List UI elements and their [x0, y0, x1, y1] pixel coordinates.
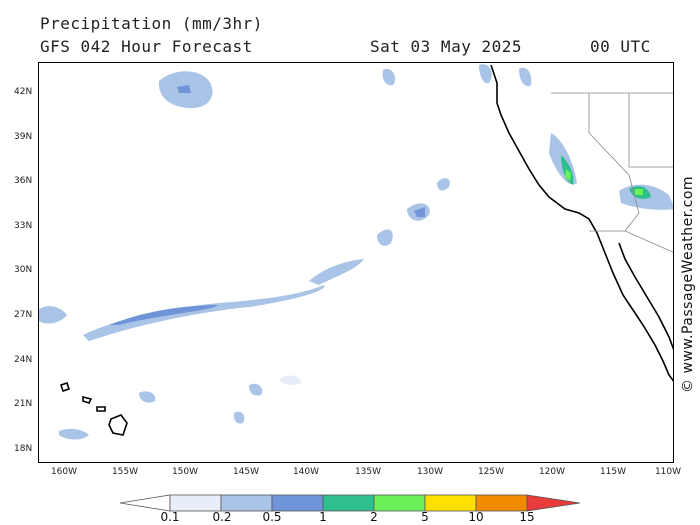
lon-label: 125W — [477, 467, 505, 477]
legend-label: 5 — [421, 510, 429, 524]
precipitation-map[interactable] — [38, 62, 674, 463]
lon-label: 140W — [292, 467, 320, 477]
lat-label: 42N — [14, 87, 33, 97]
coastline-layer — [59, 64, 673, 436]
lat-label: 30N — [14, 265, 33, 275]
copyright-text: © www.PassageWeather.com — [680, 175, 696, 393]
lat-label: 24N — [14, 355, 33, 365]
forecast-time: 00 UTC — [590, 37, 651, 56]
forecast-subtitle: GFS 042 Hour Forecast — [40, 37, 253, 56]
precipitation-layer — [39, 64, 673, 440]
legend-cell — [322, 494, 375, 512]
forecast-date: Sat 03 May 2025 — [370, 37, 522, 56]
legend-label: 2 — [370, 510, 378, 524]
legend-cell — [169, 494, 222, 512]
lat-label: 36N — [14, 176, 33, 186]
hawaii-oahu — [82, 395, 93, 404]
legend-cell — [271, 494, 324, 512]
us-mexico-border — [589, 230, 673, 253]
hawaii-big-island — [108, 414, 128, 436]
lat-label: 21N — [14, 399, 33, 409]
lon-label: 115W — [599, 467, 627, 477]
legend-label: 0.5 — [262, 510, 282, 524]
precip-blob — [249, 383, 263, 396]
chart-title: Precipitation (mm/3hr) — [40, 14, 263, 33]
lon-label: 110W — [654, 467, 682, 477]
lon-label: 160W — [50, 467, 78, 477]
lat-label: 33N — [14, 221, 33, 231]
state-border — [588, 93, 640, 232]
lon-label: 145W — [232, 467, 260, 477]
legend-cell — [220, 494, 273, 512]
map-canvas — [39, 64, 673, 440]
border-layer — [551, 92, 673, 253]
lat-label: 27N — [14, 310, 33, 320]
legend-arrow-high — [526, 494, 581, 512]
precip-blob — [139, 391, 156, 403]
baja-gulf-coast — [618, 242, 673, 350]
precip-blob — [39, 306, 67, 324]
legend-cell — [475, 494, 528, 512]
lon-label: 130W — [416, 467, 444, 477]
legend-label: 1 — [319, 510, 327, 524]
lon-label: 150W — [171, 467, 199, 477]
precip-blob — [414, 207, 425, 217]
precip-blob — [377, 229, 393, 246]
lon-label: 135W — [354, 467, 382, 477]
precip-blob — [519, 67, 532, 87]
us-west-coastline — [490, 64, 673, 382]
legend-cell — [424, 494, 477, 512]
precip-blob — [59, 428, 89, 440]
hawaii-maui — [96, 406, 106, 412]
lat-label: 18N — [14, 444, 33, 454]
precip-blob — [83, 285, 325, 341]
precip-blob — [309, 259, 364, 285]
precip-blob — [635, 189, 643, 195]
hawaii-kauai — [59, 381, 71, 393]
precip-blob — [565, 169, 571, 181]
state-border — [628, 93, 673, 168]
legend-arrow-low — [119, 494, 171, 512]
lon-label: 120W — [538, 467, 566, 477]
legend-label: 15 — [519, 510, 535, 524]
precip-blob — [177, 85, 191, 93]
lat-label: 39N — [14, 132, 33, 142]
lon-label: 155W — [111, 467, 139, 477]
precip-blob — [233, 411, 245, 424]
legend-label: 10 — [468, 510, 484, 524]
precip-blob — [279, 375, 301, 386]
precip-blob — [382, 68, 396, 86]
legend-label: 0.2 — [212, 510, 232, 524]
legend-cell — [373, 494, 426, 512]
legend-label: 0.1 — [160, 510, 180, 524]
precipitation-legend — [119, 494, 581, 512]
precip-blob — [437, 178, 450, 191]
precip-blob — [109, 305, 219, 325]
precip-blob — [479, 64, 492, 84]
